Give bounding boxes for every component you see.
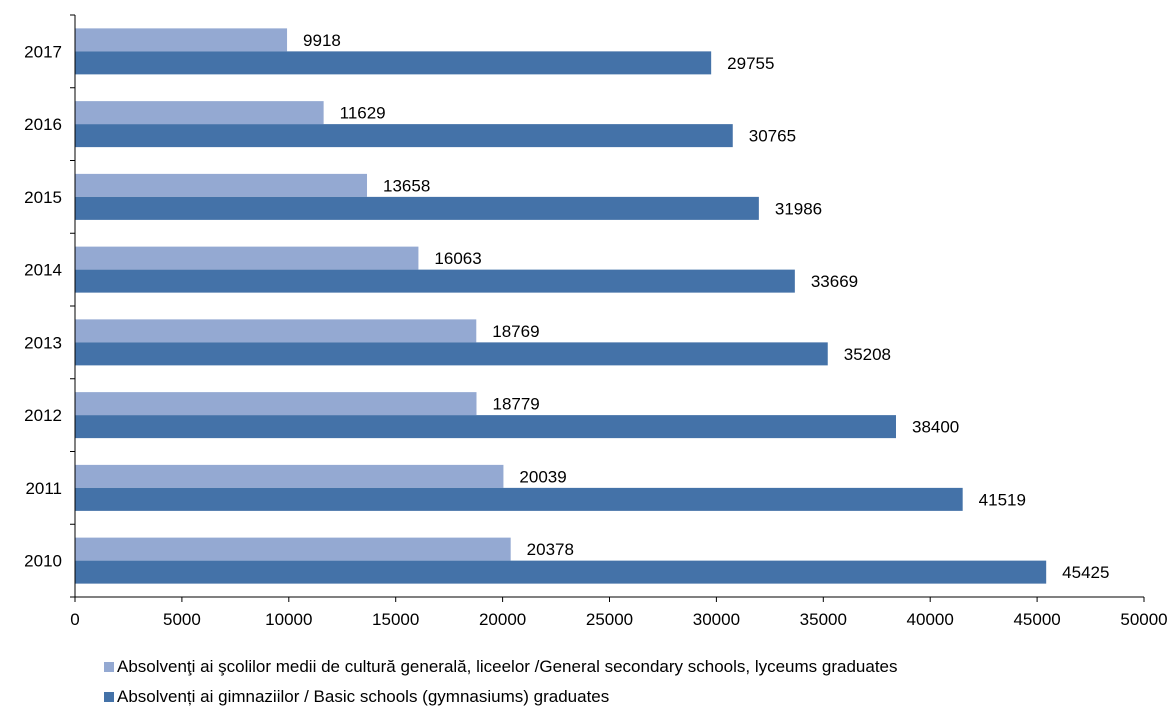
data-label-secondary-2012: 18779 [492,395,539,414]
data-label-secondary-2011: 20039 [519,467,566,486]
data-label-basic-2017: 29755 [727,54,774,73]
data-label-basic-2012: 38400 [912,418,959,437]
category-label-2011: 2011 [25,479,62,498]
axes-layer: 2010 2011 2012 2013 2014 2015 2016 2017 0 5000 100… [24,14,1168,629]
bar-basic-2012 [75,415,896,439]
category-label-2015: 2015 [24,188,62,207]
x-tick-label-15000: 15000 [372,610,419,629]
category-label-2017: 2017 [24,42,62,61]
x-tick-label-45000: 45000 [1013,610,1060,629]
x-tick-label-25000: 25000 [586,610,633,629]
bar-basic-2014 [75,269,795,293]
bar-basic-2016 [75,124,733,148]
bar-secondary-2014 [75,246,419,270]
data-label-basic-2015: 31986 [775,199,822,218]
bar-secondary-2012 [75,392,477,416]
data-label-basic-2011: 41519 [979,490,1026,509]
legend-label-basic: Absolvenți ai gimnaziilor / Basic school… [117,687,610,706]
data-label-secondary-2015: 13658 [383,176,430,195]
data-label-basic-2010: 45425 [1062,563,1109,582]
category-label-2014: 2014 [24,261,62,280]
category-label-2012: 2012 [24,406,62,425]
data-labels-layer: 20378 45425 20039 41519 18779 38400 18769 35208… [303,31,1109,582]
data-label-secondary-2013: 18769 [492,322,539,341]
data-label-secondary-2016: 11629 [340,104,386,123]
data-label-basic-2016: 30765 [749,127,796,146]
bar-basic-2010 [75,560,1047,584]
bar-basic-2017 [75,51,712,75]
legend-swatch-basic [104,692,114,702]
x-tick-label-10000: 10000 [265,610,312,629]
category-label-2010: 2010 [24,552,62,571]
bar-basic-2015 [75,196,759,220]
data-label-secondary-2017: 9918 [303,31,341,50]
data-label-secondary-2010: 20378 [527,540,574,559]
bar-secondary-2016 [75,101,324,125]
x-tick-label-0: 0 [70,610,79,629]
bar-basic-2011 [75,487,963,511]
legend: Absolvenţi ai şcolilor medii de cultură … [104,652,898,712]
x-tick-label-50000: 50000 [1120,610,1167,629]
bars-layer [75,28,1047,584]
category-label-2016: 2016 [24,115,62,134]
bar-secondary-2017 [75,28,288,52]
x-tick-label-30000: 30000 [693,610,740,629]
bar-secondary-2010 [75,537,511,561]
legend-label-secondary: Absolvenţi ai şcolilor medii de cultură … [117,657,898,676]
data-label-basic-2014: 33669 [811,272,858,291]
x-tick-label-40000: 40000 [907,610,954,629]
bar-secondary-2013 [75,319,477,343]
legend-swatch-secondary [104,662,114,672]
x-tick-label-20000: 20000 [479,610,526,629]
bar-chart: 20378 45425 20039 41519 18779 38400 18769 35208… [24,14,1168,629]
legend-item-basic: Absolvenți ai gimnaziilor / Basic school… [104,682,898,712]
legend-item-secondary: Absolvenţi ai şcolilor medii de cultură … [104,652,898,682]
x-tick-label-35000: 35000 [800,610,847,629]
x-tick-label-5000: 5000 [163,610,201,629]
data-label-secondary-2014: 16063 [434,249,481,268]
bar-basic-2013 [75,342,828,366]
bar-secondary-2015 [75,173,368,197]
data-label-basic-2013: 35208 [844,345,891,364]
bar-secondary-2011 [75,464,504,488]
category-label-2013: 2013 [24,333,62,352]
